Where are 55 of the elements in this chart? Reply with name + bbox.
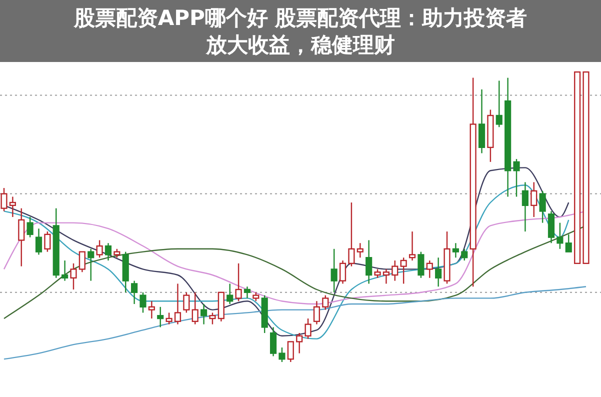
candlestick xyxy=(408,230,416,262)
candlestick xyxy=(418,251,424,278)
candlestick xyxy=(78,251,86,273)
candlestick xyxy=(522,182,528,232)
candlestick xyxy=(35,228,42,256)
candlestick xyxy=(330,248,338,293)
candlestick xyxy=(296,332,303,354)
candlestick xyxy=(9,196,16,218)
candlestick xyxy=(400,257,407,284)
candlestick xyxy=(70,262,77,290)
candlestick xyxy=(426,260,433,278)
candlestick xyxy=(157,306,164,328)
candlestick xyxy=(174,283,182,325)
candlestick xyxy=(26,216,34,238)
candlestick xyxy=(131,280,138,305)
candlestick xyxy=(88,248,94,282)
candlestick xyxy=(244,286,251,299)
candlestick xyxy=(200,303,208,325)
candlestick xyxy=(530,182,538,218)
candlestick xyxy=(452,242,459,258)
candlestick xyxy=(496,80,502,128)
candlestick xyxy=(435,257,442,288)
candlestick xyxy=(166,312,172,325)
candlestick xyxy=(366,240,372,284)
candlestick xyxy=(392,260,398,282)
candlestick xyxy=(548,210,555,244)
chart-title: 股票配资APP哪个好 股票配资代理：助力投资者放大收益，稳健理财 xyxy=(72,6,528,57)
candlestick xyxy=(382,268,390,284)
candlestick xyxy=(565,234,572,252)
candlestick xyxy=(556,222,564,250)
candlestick xyxy=(18,208,25,267)
candlestick xyxy=(478,88,486,154)
candlestick xyxy=(104,242,112,262)
candlestick xyxy=(348,202,355,267)
candlestick xyxy=(356,242,364,258)
candlestick xyxy=(209,312,216,325)
candlestick xyxy=(313,300,320,325)
candlestick xyxy=(513,158,520,198)
candlestick xyxy=(461,248,468,262)
candlestick xyxy=(148,300,155,320)
candlestick xyxy=(287,341,294,363)
candlestick xyxy=(226,283,234,305)
candlestick xyxy=(270,326,277,357)
candlestick xyxy=(304,318,312,340)
candlestick xyxy=(322,294,329,310)
candlestick xyxy=(96,240,103,258)
candlestick xyxy=(192,292,198,325)
candlestick xyxy=(140,292,146,314)
candlestick xyxy=(235,262,242,302)
candlestick xyxy=(539,190,546,224)
candlestick xyxy=(62,260,68,282)
candlestick xyxy=(278,346,286,363)
candlestick xyxy=(44,230,51,252)
candlestick xyxy=(339,260,346,284)
candlestick xyxy=(183,292,190,314)
